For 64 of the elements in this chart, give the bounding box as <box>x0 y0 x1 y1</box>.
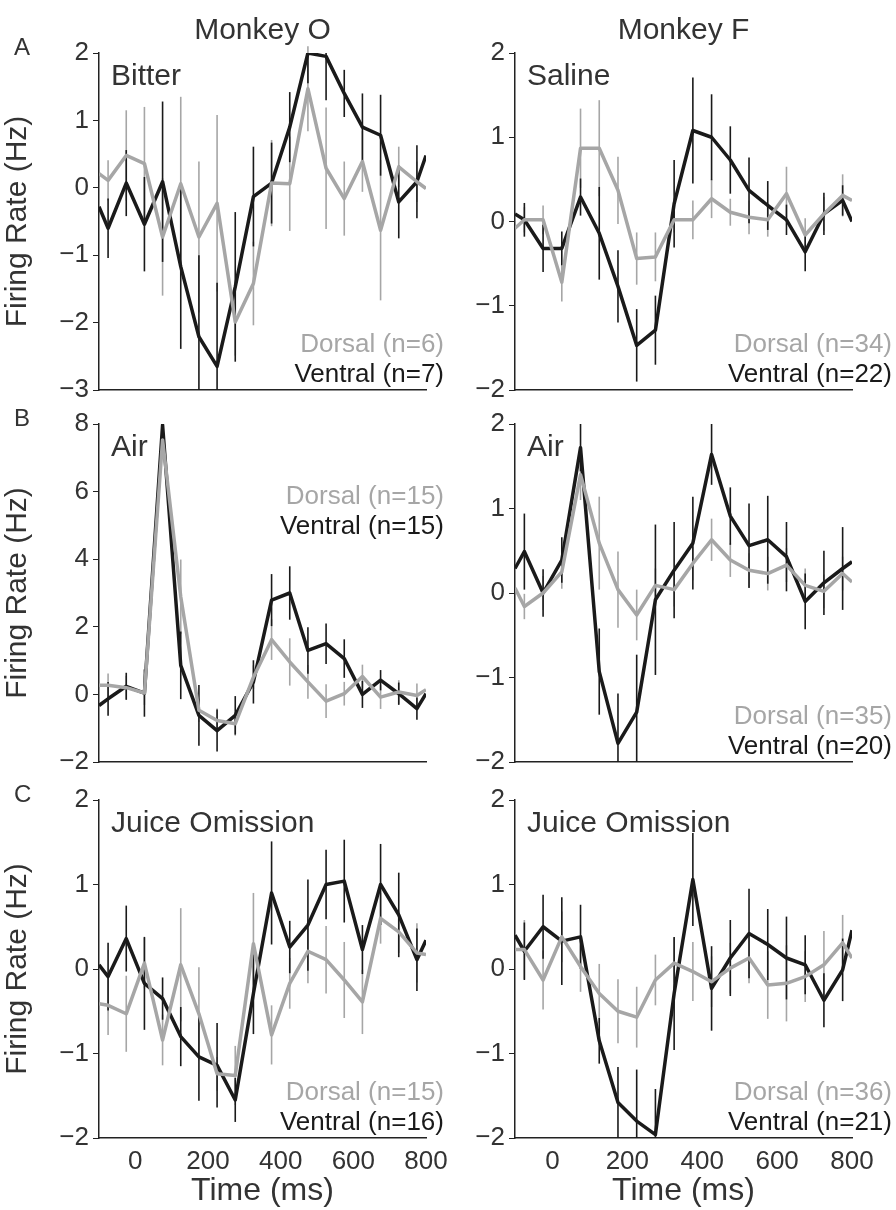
text: Ventral (n=20) <box>727 730 892 760</box>
text: A <box>14 33 31 60</box>
y-tick-label: 0 <box>490 204 505 235</box>
y-tick-label: 8 <box>74 407 89 438</box>
y-tick-label: 2 <box>490 36 505 67</box>
y-tick-label: −1 <box>475 660 505 691</box>
chart-title: Monkey F <box>617 12 750 45</box>
text: B <box>14 404 31 431</box>
y-tick-label: 0 <box>490 952 505 983</box>
y-tick-label: −3 <box>59 373 89 404</box>
y-tick-label: −2 <box>59 1121 89 1152</box>
y-tick-label: 2 <box>74 609 89 640</box>
text: Ventral (n=15) <box>279 510 444 540</box>
y-tick-label: 0 <box>490 576 505 607</box>
y-tick-label: −1 <box>59 238 89 269</box>
text: Dorsal (n=15) <box>285 480 444 510</box>
text: Ventral (n=7) <box>294 358 444 388</box>
y-tick-label: 0 <box>74 170 89 201</box>
y-tick-label: −2 <box>59 745 89 776</box>
y-tick-label: 2 <box>74 783 89 814</box>
y-tick-label: 2 <box>490 783 505 814</box>
x-tick-label: 0 <box>545 1144 560 1175</box>
y-axis-title: Firing Rate (Hz) <box>0 115 33 328</box>
y-tick-label: −1 <box>475 288 505 319</box>
chart-subtitle: Saline <box>527 58 611 91</box>
y-tick-label: −1 <box>475 1036 505 1067</box>
x-tick-label: 600 <box>331 1144 376 1175</box>
y-tick-label: 1 <box>490 120 505 151</box>
chart-subtitle: Air <box>111 429 148 462</box>
text: Ventral (n=21) <box>727 1106 892 1136</box>
y-tick-label: −2 <box>59 305 89 336</box>
y-tick-label: 6 <box>74 474 89 505</box>
y-tick-label: 0 <box>74 677 89 708</box>
y-tick-label: 1 <box>74 103 89 134</box>
series-label: Dorsal (n=15) <box>285 1076 444 1106</box>
y-tick-label: −1 <box>59 1036 89 1067</box>
x-tick-label: 0 <box>128 1144 143 1175</box>
x-tick-label: 600 <box>755 1144 799 1175</box>
text: C <box>14 780 32 807</box>
series-label: Ventral (n=16) <box>279 1106 444 1136</box>
x-tick-label: 800 <box>830 1144 874 1175</box>
y-tick-label: 1 <box>74 867 89 898</box>
y-tick-label: 1 <box>490 867 505 898</box>
y-tick-label: −2 <box>475 745 505 776</box>
y-tick-label: 0 <box>74 952 89 983</box>
text: Dorsal (n=35) <box>733 700 892 730</box>
y-axis-title: Firing Rate (Hz) <box>0 487 33 699</box>
y-tick-label: −2 <box>475 1121 505 1152</box>
y-tick-label: −2 <box>475 373 505 404</box>
y-axis-title: Firing Rate (Hz) <box>0 863 33 1075</box>
text: Dorsal (n=36) <box>733 1076 892 1106</box>
y-tick-label: 4 <box>74 542 89 573</box>
y-tick-label: 2 <box>490 407 505 438</box>
chart-subtitle: Juice Omission <box>111 805 315 838</box>
chart-subtitle: Air <box>527 429 564 462</box>
y-tick-label: 1 <box>490 491 505 522</box>
text: Ventral (n=22) <box>727 358 892 388</box>
chart-title: Monkey O <box>194 12 331 45</box>
chart-subtitle: Juice Omission <box>527 805 731 838</box>
x-tick-label: 800 <box>404 1144 448 1175</box>
text: Dorsal (n=34) <box>733 328 892 358</box>
y-tick-label: 2 <box>74 36 89 67</box>
chart-subtitle: Bitter <box>111 58 182 91</box>
text: Dorsal (n=6) <box>300 328 444 358</box>
